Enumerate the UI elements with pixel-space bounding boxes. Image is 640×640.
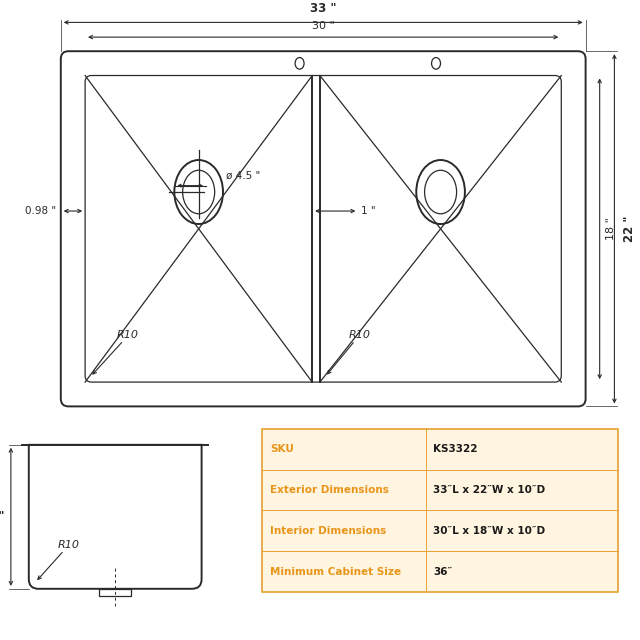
Text: 10 ": 10 " [0,510,4,524]
FancyBboxPatch shape [61,51,586,406]
Text: R10: R10 [117,330,139,340]
Text: 30″L x 18″W x 10″D: 30″L x 18″W x 10″D [433,526,545,536]
Text: Interior Dimensions: Interior Dimensions [270,526,387,536]
Text: ø 4.5 ": ø 4.5 " [226,170,260,180]
Text: 33″L x 22″W x 10″D: 33″L x 22″W x 10″D [433,485,545,495]
Text: 30 ": 30 " [312,20,335,31]
Text: 22 ": 22 " [623,216,636,242]
Ellipse shape [182,170,214,214]
Text: Minimum Cabinet Size: Minimum Cabinet Size [270,566,401,577]
Ellipse shape [424,170,456,214]
Text: R10: R10 [58,540,79,550]
Bar [262,429,618,592]
FancyBboxPatch shape [85,76,561,382]
Text: SKU: SKU [270,444,294,454]
Text: 1 ": 1 " [362,206,376,216]
Text: 18 ": 18 " [606,218,616,240]
Text: 33 ": 33 " [310,2,337,15]
Text: Exterior Dimensions: Exterior Dimensions [270,485,389,495]
Text: 0.98 ": 0.98 " [24,206,56,216]
Bar [99,589,131,596]
Ellipse shape [295,58,304,69]
Ellipse shape [174,160,223,224]
Ellipse shape [416,160,465,224]
Text: KS3322: KS3322 [433,444,478,454]
PathPatch shape [29,445,202,589]
Text: R10: R10 [349,330,371,340]
Text: 36″: 36″ [433,566,452,577]
Ellipse shape [431,58,440,69]
